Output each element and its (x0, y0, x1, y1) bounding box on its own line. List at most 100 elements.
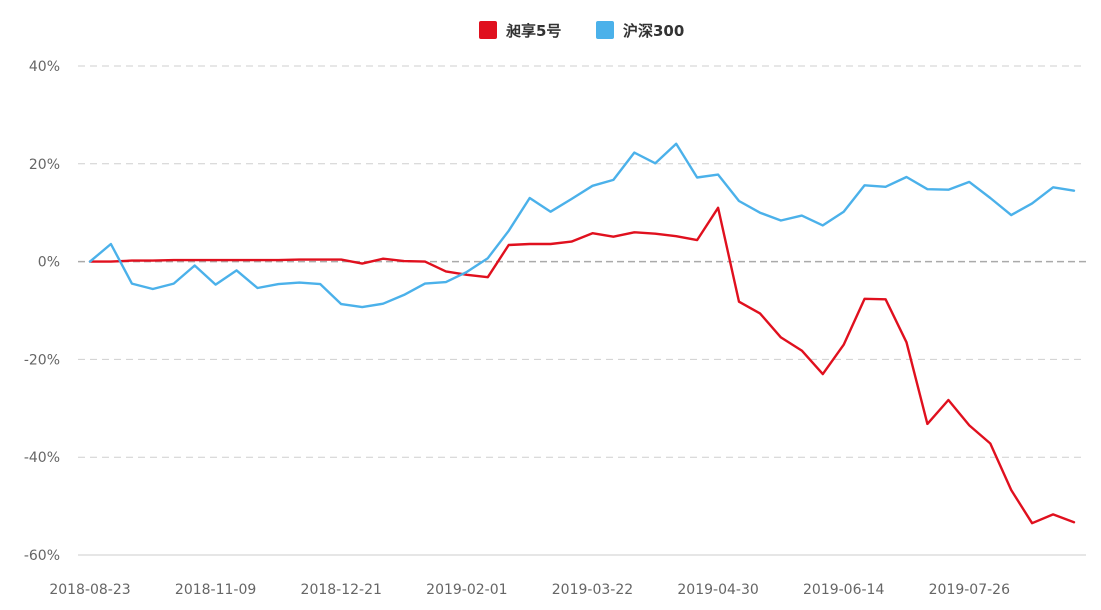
series-1-point-29[interactable] (691, 234, 703, 246)
series-1-point-19[interactable] (482, 271, 494, 283)
series-1-point-10[interactable] (293, 254, 305, 266)
series-1-point-45[interactable] (1026, 517, 1038, 529)
series-1-point-14[interactable] (377, 253, 389, 265)
series-1-point-3[interactable] (147, 255, 159, 267)
series-2-point-29[interactable] (691, 172, 703, 184)
series-2-point-45[interactable] (1026, 197, 1038, 209)
series-1-point-25[interactable] (607, 231, 619, 243)
series-1-point-42[interactable] (963, 419, 975, 431)
series-2-point-35[interactable] (817, 219, 829, 231)
series-1-point-47[interactable] (1068, 516, 1080, 528)
legend-item-series-2[interactable]: 沪深300 (596, 21, 684, 40)
series-1-point-35[interactable] (817, 368, 829, 380)
series-2-point-27[interactable] (649, 157, 661, 169)
legend-item-series-1[interactable]: 昶享5号 (479, 21, 561, 40)
series-2-point-15[interactable] (398, 289, 410, 301)
series-1-point-38[interactable] (880, 293, 892, 305)
series-2-point-3[interactable] (147, 283, 159, 295)
series-2-point-20[interactable] (503, 225, 515, 237)
series-1-point-31[interactable] (733, 296, 745, 308)
series-1-point-27[interactable] (649, 228, 661, 240)
series-2-point-25[interactable] (607, 174, 619, 186)
series-1-point-39[interactable] (901, 336, 913, 348)
series-2-point-6[interactable] (210, 279, 222, 291)
series-2-point-21[interactable] (524, 192, 536, 204)
series-1-point-6[interactable] (210, 254, 222, 266)
series-1-point-44[interactable] (1005, 484, 1017, 496)
series-2-point-23[interactable] (566, 193, 578, 205)
series-2-point-0[interactable] (84, 256, 96, 268)
series-2-point-33[interactable] (775, 215, 787, 227)
series-2-point-9[interactable] (272, 278, 284, 290)
series-1-point-43[interactable] (984, 438, 996, 450)
series-2-point-41[interactable] (942, 184, 954, 196)
series-2-point-8[interactable] (252, 282, 264, 294)
series-1-point-32[interactable] (754, 307, 766, 319)
series-1-point-36[interactable] (838, 339, 850, 351)
series-1-point-2[interactable] (126, 255, 138, 267)
series-2-point-5[interactable] (189, 260, 201, 272)
series-1-point-8[interactable] (252, 254, 264, 266)
series-1-point-24[interactable] (587, 227, 599, 239)
series-1-point-9[interactable] (272, 254, 284, 266)
series-1-point-20[interactable] (503, 239, 515, 251)
series-2-point-10[interactable] (293, 277, 305, 289)
series-2-point-42[interactable] (963, 176, 975, 188)
series-1-point-46[interactable] (1047, 508, 1059, 520)
series-1-point-30[interactable] (712, 202, 724, 214)
series-1-point-40[interactable] (921, 418, 933, 430)
series-2-point-17[interactable] (440, 276, 452, 288)
series-2-point-18[interactable] (461, 266, 473, 278)
series-2-point-24[interactable] (587, 180, 599, 192)
series-2-point-22[interactable] (545, 206, 557, 218)
series-2-point-11[interactable] (314, 278, 326, 290)
x-tick-label-0: 2018-08-23 (49, 582, 130, 598)
x-tick-label-6: 2019-06-14 (803, 582, 884, 598)
series-2-point-34[interactable] (796, 210, 808, 222)
series-1-point-7[interactable] (231, 254, 243, 266)
series-1-point-1[interactable] (105, 256, 117, 268)
series-1-point-34[interactable] (796, 345, 808, 357)
series-1-point-26[interactable] (628, 226, 640, 238)
series-2-point-14[interactable] (377, 298, 389, 310)
x-axis: 2018-08-23 2018-11-09 2018-12-21 2019-02-01… (49, 582, 1010, 598)
series-1-point-22[interactable] (545, 238, 557, 250)
series-2-point-13[interactable] (356, 301, 368, 313)
series-1-point-28[interactable] (670, 230, 682, 242)
series-2-point-43[interactable] (984, 192, 996, 204)
series-2-point-36[interactable] (838, 206, 850, 218)
series-1-point-15[interactable] (398, 255, 410, 267)
series-1-point-11[interactable] (314, 254, 326, 266)
series-2-point-44[interactable] (1005, 209, 1017, 221)
series-2-point-38[interactable] (880, 181, 892, 193)
series-2-point-31[interactable] (733, 195, 745, 207)
series-2-point-32[interactable] (754, 207, 766, 219)
series-1-point-17[interactable] (440, 265, 452, 277)
series-1-point-41[interactable] (942, 394, 954, 406)
series-2-point-4[interactable] (168, 278, 180, 290)
series-2-point-47[interactable] (1068, 185, 1080, 197)
series-1-point-33[interactable] (775, 331, 787, 343)
series-1-point-13[interactable] (356, 258, 368, 270)
series-2-point-39[interactable] (901, 171, 913, 183)
series-2-point-37[interactable] (859, 179, 871, 191)
series-2-point-46[interactable] (1047, 181, 1059, 193)
series-2-point-40[interactable] (921, 183, 933, 195)
series-2-point-2[interactable] (126, 278, 138, 290)
series-2-point-12[interactable] (335, 298, 347, 310)
x-tick-label-2: 2018-12-21 (301, 582, 382, 598)
series-2-point-28[interactable] (670, 138, 682, 150)
series-1-point-23[interactable] (566, 236, 578, 248)
series-2-point-30[interactable] (712, 169, 724, 181)
series-1-point-4[interactable] (168, 254, 180, 266)
series-2-point-19[interactable] (482, 252, 494, 264)
x-tick-label-4: 2019-03-22 (552, 582, 633, 598)
series-2-point-26[interactable] (628, 147, 640, 159)
series-2-point-1[interactable] (105, 238, 117, 250)
series-1-point-12[interactable] (335, 254, 347, 266)
series-1-point-16[interactable] (419, 256, 431, 268)
series-1-point-37[interactable] (859, 293, 871, 305)
series-1-point-21[interactable] (524, 238, 536, 250)
series-2-point-7[interactable] (231, 264, 243, 276)
series-2-point-16[interactable] (419, 278, 431, 290)
